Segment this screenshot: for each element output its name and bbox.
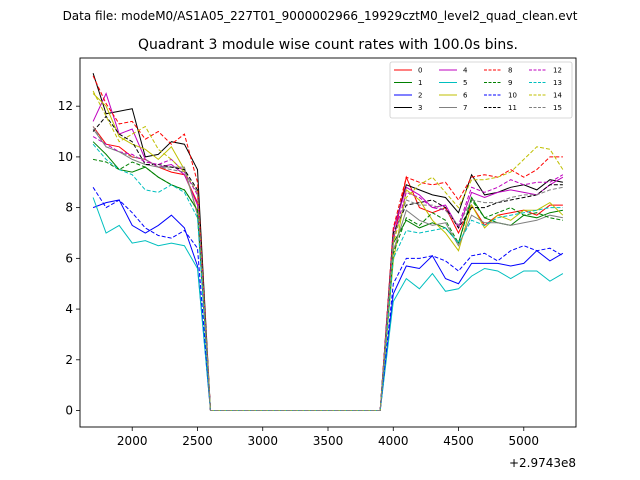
y-tick-label: 4 xyxy=(65,302,73,316)
legend-label-5: 5 xyxy=(463,79,467,87)
axes-background xyxy=(80,58,576,427)
series-line-11 xyxy=(92,115,563,411)
legend-label-3: 3 xyxy=(418,104,422,112)
legend-label-0: 0 xyxy=(418,67,422,75)
x-tick-label: 3500 xyxy=(313,434,344,448)
x-offset-label: +2.9743e8 xyxy=(509,456,576,470)
y-tick-label: 8 xyxy=(65,201,73,215)
legend-label-1: 1 xyxy=(418,79,422,87)
x-tick-label: 2000 xyxy=(117,434,148,448)
legend-label-12: 12 xyxy=(553,67,562,75)
series-line-13 xyxy=(92,143,563,411)
legend-label-6: 6 xyxy=(463,92,468,100)
y-tick-label: 12 xyxy=(58,99,73,113)
legend-frame xyxy=(389,61,573,119)
y-tick-label: 10 xyxy=(58,150,73,164)
series-layer xyxy=(92,73,564,411)
x-tick-label: 2500 xyxy=(182,434,213,448)
x-tick-label: 4000 xyxy=(378,434,409,448)
x-tick-label: 5000 xyxy=(509,434,540,448)
legend-label-14: 14 xyxy=(553,92,562,100)
legend-label-8: 8 xyxy=(508,67,512,75)
figure-suptitle: Data file: modeM0/AS1A05_227T01_90000029… xyxy=(63,9,578,23)
y-tick-label: 6 xyxy=(65,251,73,265)
x-tick-label: 3000 xyxy=(247,434,278,448)
series-line-15 xyxy=(92,126,563,411)
y-tick-label: 0 xyxy=(65,404,73,418)
x-tick-label: 4500 xyxy=(443,434,474,448)
y-tick-label: 2 xyxy=(65,353,73,367)
x-axis: 2000 2500 3000 3500 4000 4500 5000 xyxy=(117,427,539,448)
y-axis: 0 2 4 6 8 10 12 xyxy=(58,99,80,418)
legend-label-9: 9 xyxy=(508,79,512,87)
legend-label-4: 4 xyxy=(463,67,468,75)
legend-label-2: 2 xyxy=(418,92,422,100)
legend-label-11: 11 xyxy=(508,104,517,112)
chart-title: Quadrant 3 module wise count rates with … xyxy=(138,37,518,53)
legend-label-13: 13 xyxy=(553,79,562,87)
legend-label-7: 7 xyxy=(463,104,467,112)
legend-label-10: 10 xyxy=(508,92,517,100)
legend-label-15: 15 xyxy=(553,104,562,112)
